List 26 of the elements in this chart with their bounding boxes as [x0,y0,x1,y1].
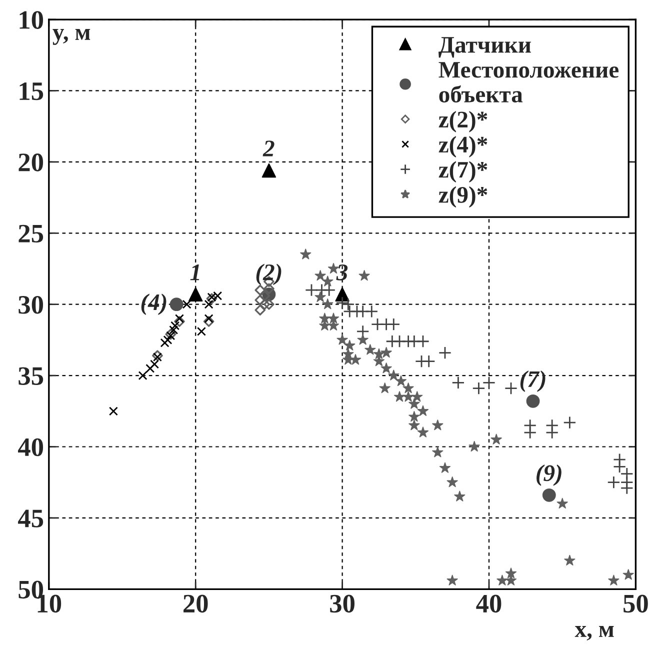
y-axis-title: y, м [52,28,90,45]
x-tick-label: 20 [184,594,208,613]
legend-label: z(9)* [438,186,488,208]
y-tick-label: 40 [18,438,44,456]
y-tick-label: 25 [18,224,44,243]
x-tick-label: 40 [476,594,502,613]
x-axis-title: x, м [574,626,614,641]
legend-label: z(4)* [438,136,488,158]
x-tick-label: 50 [624,594,648,613]
y-tick-label: 15 [20,82,44,100]
legend-label: Датчики [438,37,531,58]
annotation: (4) [141,294,166,316]
legend-label: z(2)* [438,110,488,132]
y-tick-label: 30 [18,296,44,314]
y-tick-label: 10 [20,11,44,29]
legend-label: z(7)* [438,161,488,183]
x-tick-label: 30 [330,594,354,613]
y-tick-label: 20 [18,154,44,172]
annotation: (2) [256,264,282,286]
annotation: (9) [536,464,562,486]
y-tick-label: 35 [18,367,44,385]
annotation: 3 [336,264,348,280]
annotation: 2 [262,140,274,156]
annotation: 1 [190,264,200,280]
y-tick-label: 45 [18,510,44,528]
annotation: (7) [520,370,546,392]
